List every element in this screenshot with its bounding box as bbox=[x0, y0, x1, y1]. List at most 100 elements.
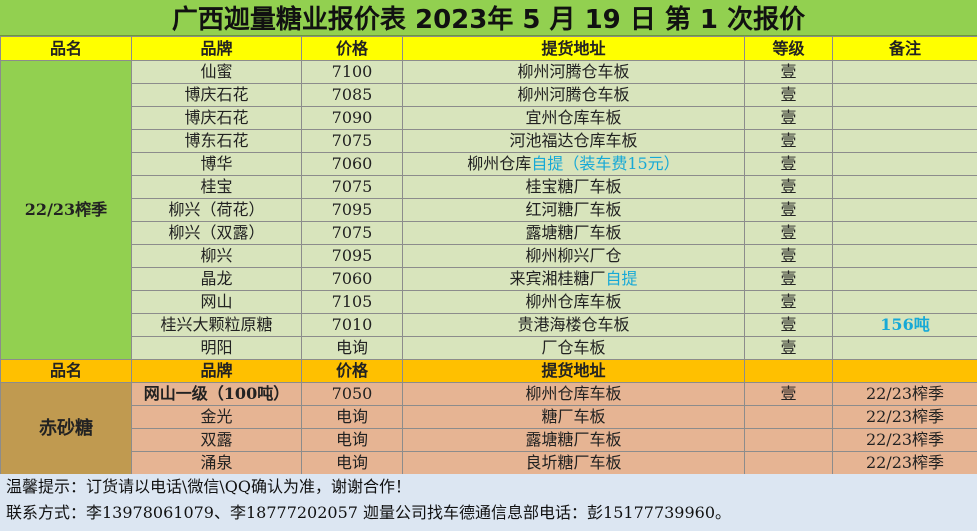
header-brand: 品牌 bbox=[131, 36, 302, 61]
grade-cell bbox=[744, 405, 833, 429]
grade-cell: 壹 bbox=[744, 198, 833, 222]
table-row: 桂宝 7075 桂宝糖厂车板 壹 bbox=[1, 175, 977, 199]
header-note: 备注 bbox=[832, 36, 977, 61]
footer: 温馨提示：订货请以电话\微信\QQ确认为准，谢谢合作！ 联系方式：李139780… bbox=[0, 474, 977, 531]
grade-cell: 壹 bbox=[744, 152, 833, 176]
header-name: 品名 bbox=[0, 359, 132, 383]
price-cell: 7060 bbox=[301, 152, 403, 176]
note-cell bbox=[832, 60, 977, 84]
note-cell bbox=[832, 290, 977, 314]
grade-cell: 壹 bbox=[744, 290, 833, 314]
price-cell: 7100 bbox=[301, 60, 403, 84]
price-cell: 7085 bbox=[301, 83, 403, 107]
header-name: 品名 bbox=[0, 36, 132, 61]
category-cell: 22/23榨季 bbox=[0, 60, 132, 360]
brand-cell: 桂宝 bbox=[131, 175, 302, 199]
brand-cell: 博庆石花 bbox=[131, 83, 302, 107]
brand-cell: 柳兴 bbox=[131, 244, 302, 268]
price-cell: 电询 bbox=[301, 428, 403, 452]
note-cell: 22/23榨季 bbox=[832, 428, 977, 452]
header-address: 提货地址 bbox=[402, 359, 745, 383]
note-cell bbox=[832, 198, 977, 222]
address-text: 桂宝糖厂车板 bbox=[525, 177, 622, 196]
price-cell: 7010 bbox=[301, 313, 403, 337]
brand-cell: 晶龙 bbox=[131, 267, 302, 291]
grade-cell: 壹 bbox=[744, 221, 833, 245]
address-text: 柳州仓库 bbox=[467, 154, 532, 173]
footer-tip: 温馨提示：订货请以电话\微信\QQ确认为准，谢谢合作！ bbox=[6, 477, 412, 496]
address-text: 贵港海楼仓车板 bbox=[517, 315, 630, 334]
address-text: 柳州河腾仓车板 bbox=[517, 85, 630, 104]
header-grade: 等级 bbox=[744, 36, 833, 61]
price-cell: 7050 bbox=[301, 382, 403, 406]
brand-cell: 双露 bbox=[131, 428, 302, 452]
brand-cell: 网山 bbox=[131, 290, 302, 314]
price-cell: 电询 bbox=[301, 336, 403, 360]
price-cell: 7090 bbox=[301, 106, 403, 130]
address-cell: 河池福达仓库车板 bbox=[402, 129, 745, 153]
address-cell: 柳州河腾仓车板 bbox=[402, 83, 745, 107]
grade-cell bbox=[744, 451, 833, 475]
brand-cell: 仙蜜 bbox=[131, 60, 302, 84]
address-cell: 柳州仓库自提（装车费15元） bbox=[402, 152, 745, 176]
note-cell: 22/23榨季 bbox=[832, 405, 977, 429]
grade-cell: 壹 bbox=[744, 244, 833, 268]
address-cell: 宜州仓库车板 bbox=[402, 106, 745, 130]
price-cell: 7095 bbox=[301, 198, 403, 222]
brand-cell: 金光 bbox=[131, 405, 302, 429]
address-cell: 厂仓车板 bbox=[402, 336, 745, 360]
price-cell: 7060 bbox=[301, 267, 403, 291]
header-row-2: 品名 品牌 价格 提货地址 bbox=[0, 359, 977, 383]
address-cell: 糖厂车板 bbox=[402, 405, 745, 429]
price-cell: 7075 bbox=[301, 175, 403, 199]
note-cell: 156吨 bbox=[832, 313, 977, 337]
address-text: 厂仓车板 bbox=[541, 338, 606, 357]
brand-cell: 明阳 bbox=[131, 336, 302, 360]
note-cell bbox=[832, 267, 977, 291]
address-text: 露塘糖厂车板 bbox=[525, 223, 622, 242]
address-cell: 来宾湘桂糖厂自提 bbox=[402, 267, 745, 291]
address-cell: 柳州仓库车板 bbox=[402, 290, 745, 314]
brand-cell: 柳兴（双露） bbox=[131, 221, 302, 245]
table-row: 博华 7060 柳州仓库自提（装车费15元）壹 bbox=[1, 152, 977, 176]
price-cell: 7075 bbox=[301, 129, 403, 153]
grade-cell: 壹 bbox=[744, 336, 833, 360]
brand-cell: 桂兴大颗粒原糖 bbox=[131, 313, 302, 337]
footer-contact: 联系方式：李13978061079、李18777202057 迦量公司找车德通信… bbox=[6, 503, 732, 522]
note-cell bbox=[832, 152, 977, 176]
note-cell bbox=[832, 129, 977, 153]
table-row: 明阳 电询 厂仓车板 壹 bbox=[1, 336, 977, 360]
brand-cell: 博华 bbox=[131, 152, 302, 176]
address-cell: 柳州仓库车板 bbox=[402, 382, 745, 406]
grade-cell: 壹 bbox=[744, 267, 833, 291]
table-row: 柳兴 7095 柳州柳兴厂仓 壹 bbox=[1, 244, 977, 268]
address-cell: 红河糖厂车板 bbox=[402, 198, 745, 222]
table-row: 涌泉 电询 良圻糖厂车板 22/23榨季 bbox=[1, 451, 977, 475]
header-price: 价格 bbox=[301, 359, 403, 383]
table-row: 博东石花 7075 河池福达仓库车板 壹 bbox=[1, 129, 977, 153]
note-cell bbox=[832, 336, 977, 360]
price-table: 品名 品牌 价格 提货地址 等级 备注 22/23榨季 仙蜜 7100 柳州河腾仓车板… bbox=[0, 36, 977, 475]
brand-cell: 涌泉 bbox=[131, 451, 302, 475]
address-cell: 露塘糖厂车板 bbox=[402, 428, 745, 452]
header-price: 价格 bbox=[301, 36, 403, 61]
table-row: 柳兴（荷花） 7095 红河糖厂车板 壹 bbox=[1, 198, 977, 222]
note-cell: 22/23榨季 bbox=[832, 382, 977, 406]
table-row: 网山 7105 柳州仓库车板 壹 bbox=[1, 290, 977, 314]
price-cell: 7105 bbox=[301, 290, 403, 314]
grade-cell: 壹 bbox=[744, 129, 833, 153]
grade-cell: 壹 bbox=[744, 60, 833, 84]
address-cell: 柳州河腾仓车板 bbox=[402, 60, 745, 84]
grade-cell: 壹 bbox=[744, 106, 833, 130]
grade-cell: 壹 bbox=[744, 382, 833, 406]
header-note bbox=[832, 359, 977, 383]
grade-cell bbox=[744, 428, 833, 452]
address-text: 柳州柳兴厂仓 bbox=[525, 246, 622, 265]
note-cell bbox=[832, 106, 977, 130]
address-cell: 桂宝糖厂车板 bbox=[402, 175, 745, 199]
address-cell: 露塘糖厂车板 bbox=[402, 221, 745, 245]
address-extra: 自提（装车费15元） bbox=[531, 154, 680, 173]
table-row: 金光 电询 糖厂车板 22/23榨季 bbox=[1, 405, 977, 429]
address-cell: 贵港海楼仓车板 bbox=[402, 313, 745, 337]
